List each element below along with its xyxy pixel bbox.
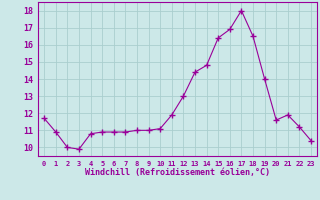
X-axis label: Windchill (Refroidissement éolien,°C): Windchill (Refroidissement éolien,°C) [85, 168, 270, 177]
